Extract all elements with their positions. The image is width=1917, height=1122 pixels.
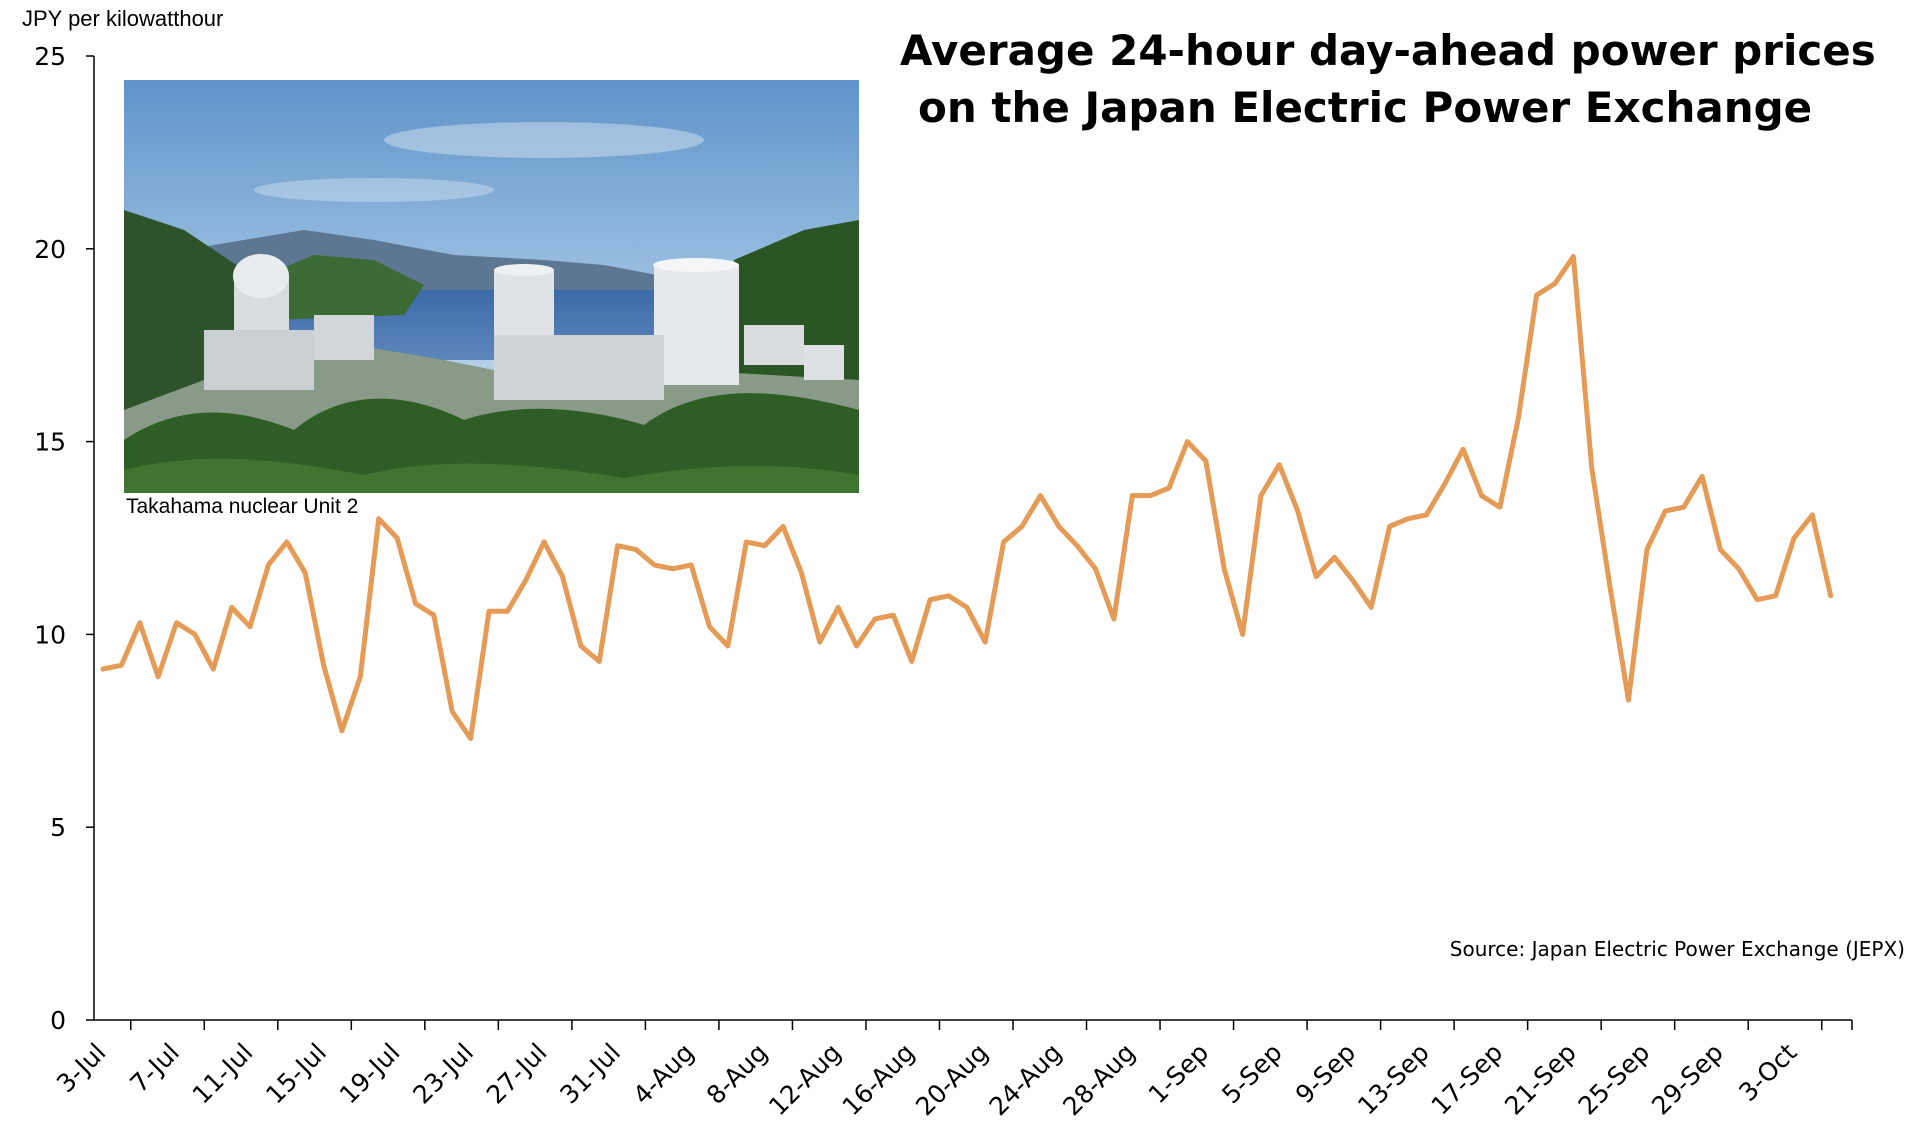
x-tick-label: 13-Sep — [1352, 1038, 1435, 1121]
x-tick-label: 19-Jul — [334, 1038, 406, 1110]
x-tick-label: 28-Aug — [1057, 1038, 1141, 1122]
chart-title-line-1: Average 24-hour day-ahead power prices — [900, 26, 1876, 75]
y-tick-label: 0 — [50, 1006, 66, 1035]
x-tick-label: 3-Oct — [1733, 1038, 1802, 1107]
x-tick-label: 24-Aug — [984, 1038, 1068, 1122]
x-tick-label: 4-Aug — [627, 1038, 699, 1110]
x-tick-label: 5-Sep — [1216, 1038, 1287, 1109]
x-tick-label: 3-Jul — [51, 1038, 111, 1098]
x-tick-marks — [130, 1020, 1853, 1030]
y-axis-label: JPY per kilowatthour — [22, 6, 224, 31]
x-tick-label: 23-Jul — [407, 1038, 479, 1110]
chart-title: Average 24-hour day-ahead power prices o… — [900, 22, 1900, 136]
y-tick-label: 15 — [34, 428, 66, 457]
x-tick-label: 11-Jul — [187, 1038, 259, 1110]
y-tick-label: 10 — [34, 620, 66, 649]
x-tick-labels: 3-Jul 7-Jul 11-Jul 15-Jul 19-Jul 23-Jul 27-Jul… — [51, 1038, 1803, 1122]
y-tick-label: 25 — [34, 42, 66, 71]
x-tick-label: 17-Sep — [1426, 1038, 1509, 1121]
photo-caption: Takahama nuclear Unit 2 — [126, 495, 359, 518]
price-series — [100, 254, 1834, 741]
x-tick-label: 8-Aug — [701, 1038, 773, 1110]
x-tick-label: 7-Jul — [125, 1038, 185, 1098]
source-note: Source: Japan Electric Power Exchange (J… — [1449, 937, 1905, 961]
x-tick-label: 29-Sep — [1646, 1038, 1729, 1121]
x-tick-label: 31-Jul — [554, 1038, 626, 1110]
x-tick-label: 21-Sep — [1499, 1038, 1582, 1121]
y-tick-labels: 0 5 10 15 20 25 — [34, 42, 66, 1035]
takahama-plant-photo — [124, 80, 859, 493]
x-tick-label: 1-Sep — [1143, 1038, 1214, 1109]
y-tick-label: 20 — [34, 235, 66, 264]
chart-title-line-2: on the Japan Electric Power Exchange — [918, 83, 1813, 132]
x-tick-label: 9-Sep — [1290, 1038, 1361, 1109]
x-tick-label: 16-Aug — [837, 1038, 921, 1122]
x-tick-label: 12-Aug — [763, 1038, 847, 1122]
x-tick-label: 15-Jul — [260, 1038, 332, 1110]
x-tick-label: 25-Sep — [1573, 1038, 1656, 1121]
price-line — [100, 254, 1834, 741]
plant-illustration — [124, 80, 859, 493]
axes — [86, 55, 1852, 1021]
x-tick-label: 27-Jul — [481, 1038, 553, 1110]
y-tick-label: 5 — [50, 813, 66, 842]
x-tick-label: 20-Aug — [910, 1038, 994, 1122]
